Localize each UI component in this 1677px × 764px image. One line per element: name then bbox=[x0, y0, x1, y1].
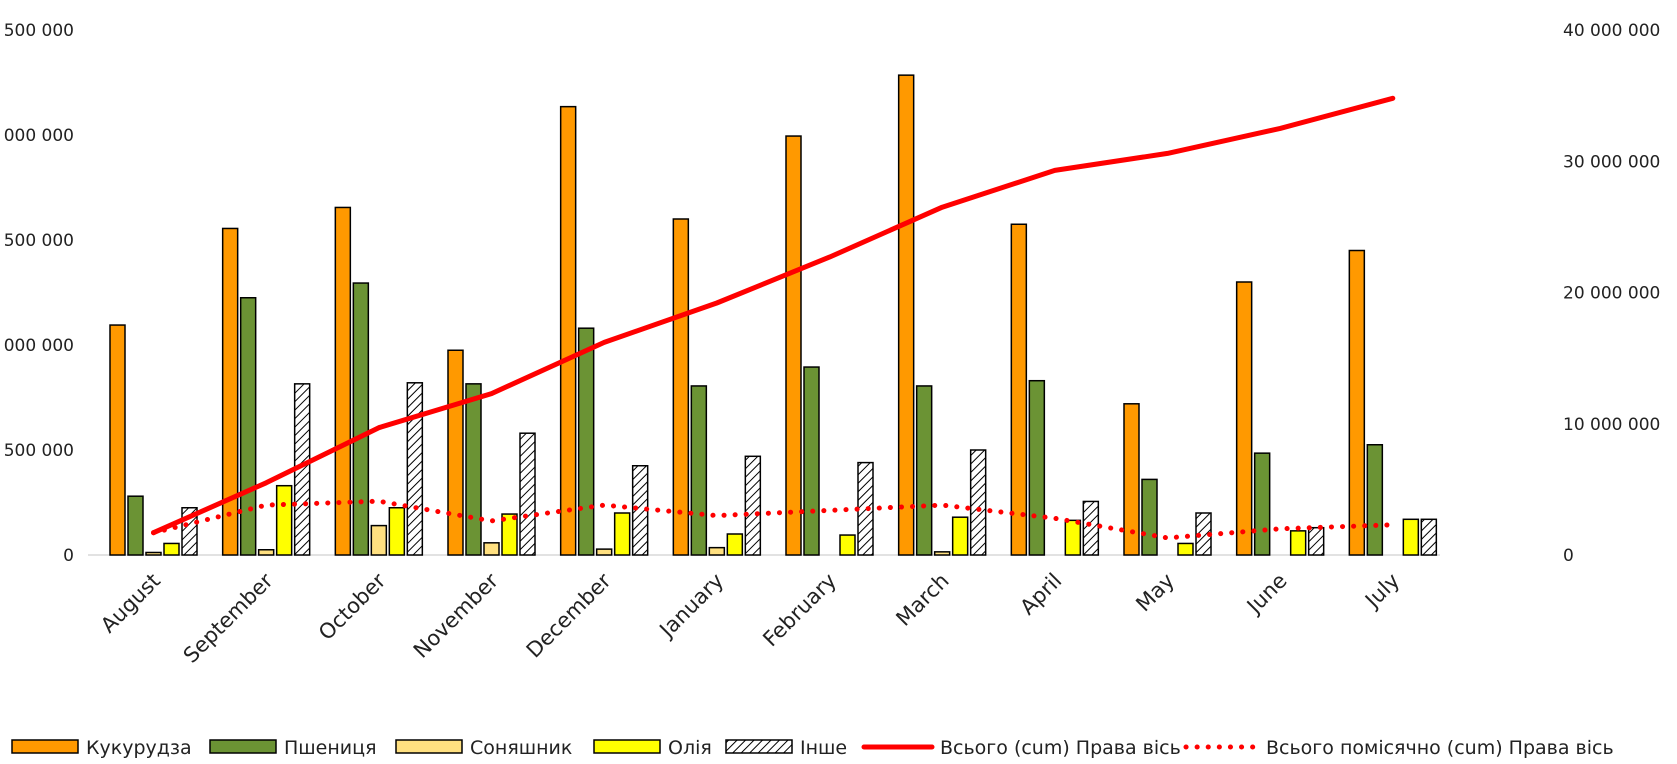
bar-Кукурудза bbox=[897, 74, 915, 556]
bar-Інше bbox=[744, 455, 762, 556]
legend-label: Соняшник bbox=[470, 737, 572, 759]
bar-Кукурудза bbox=[109, 324, 126, 556]
right-tick-label: 10 000 000 bbox=[1563, 415, 1660, 435]
legend-label: Олія bbox=[668, 737, 712, 759]
bar-Пшениця bbox=[1253, 452, 1271, 556]
bar-Інше bbox=[1420, 518, 1438, 556]
bar-Інше bbox=[406, 382, 424, 556]
left-tick-label: 500 000 bbox=[4, 21, 74, 41]
bar-Кукурудза bbox=[559, 105, 577, 556]
bar-Кукурудза bbox=[221, 227, 239, 556]
bar-Інше bbox=[1307, 526, 1325, 556]
bar-Інше bbox=[519, 432, 536, 556]
bar-Кукурудза bbox=[1235, 281, 1253, 556]
bar-Кукурудза bbox=[447, 349, 464, 556]
right-tick-label: 0 bbox=[1563, 546, 1574, 566]
x-tick-label: June bbox=[1241, 569, 1292, 620]
bar-Кукурудза bbox=[1348, 249, 1366, 556]
x-tick-label: September bbox=[179, 568, 278, 667]
bar-Пшениця bbox=[577, 327, 595, 556]
legend-swatch bbox=[395, 739, 463, 754]
bar-Соняшник bbox=[145, 551, 162, 556]
x-tick-label: August bbox=[96, 569, 165, 638]
bar-Пшениця bbox=[127, 495, 144, 556]
bar-Пшениця bbox=[1141, 478, 1158, 556]
bar-Інше bbox=[1082, 500, 1100, 556]
bar-Олія bbox=[1177, 542, 1194, 556]
right-tick-label: 30 000 000 bbox=[1563, 152, 1660, 172]
legend: Кукурудза Пшениця Соняшник Олія Інше Всього (… bbox=[11, 737, 1614, 759]
x-tick-label: April bbox=[1015, 569, 1066, 620]
bar-Олія bbox=[726, 533, 744, 556]
bar-Олія bbox=[839, 534, 856, 556]
bar-Олія bbox=[275, 484, 293, 556]
bar-Олія bbox=[163, 542, 180, 556]
bar-Інше bbox=[969, 449, 987, 556]
left-tick-label: 000 000 bbox=[4, 336, 74, 356]
left-tick-label: 000 000 bbox=[4, 126, 74, 146]
bar-Соняшник bbox=[595, 548, 613, 556]
bar-Соняшник bbox=[370, 524, 388, 556]
bar-Кукурудза bbox=[785, 135, 802, 556]
left-tick-label: 500 000 bbox=[4, 231, 74, 251]
bar-Пшениця bbox=[690, 385, 708, 556]
bar-Пшениця bbox=[915, 385, 933, 556]
x-tick-label: November bbox=[409, 568, 503, 662]
bar-Пшениця bbox=[803, 366, 820, 556]
x-tick-label: July bbox=[1359, 569, 1404, 614]
x-tick-label: January bbox=[654, 569, 729, 644]
bar-Олія bbox=[501, 513, 518, 556]
legend-label: Всього помісячно (cum) Права вісь bbox=[1266, 737, 1614, 759]
bar-Олія bbox=[613, 512, 631, 556]
x-tick-label: December bbox=[522, 568, 616, 662]
bar-Пшениця bbox=[352, 282, 370, 556]
line-series-total bbox=[151, 95, 1396, 536]
x-tick-label: October bbox=[314, 568, 391, 645]
legend-label: Всього (cum) Права вісь bbox=[940, 737, 1181, 759]
bar-Олія bbox=[388, 507, 406, 556]
legend-label: Пшениця bbox=[284, 737, 377, 759]
bar-Соняшник bbox=[708, 546, 726, 556]
x-axis: August September October November December Ja… bbox=[96, 568, 1404, 667]
bar-Пшениця bbox=[1028, 379, 1046, 556]
legend-swatch bbox=[209, 739, 277, 754]
bar-Олія bbox=[1402, 518, 1420, 556]
legend-label: Інше bbox=[800, 737, 847, 759]
bar-Олія bbox=[1289, 530, 1307, 556]
bar-Кукурудза bbox=[1010, 223, 1028, 556]
left-tick-label: 500 000 bbox=[4, 441, 74, 461]
x-tick-label: March bbox=[891, 569, 953, 631]
bar-Кукурудза bbox=[672, 218, 690, 556]
bar-Соняшник bbox=[483, 542, 500, 556]
right-axis: 0 10 000 000 20 000 000 30 000 000 40 000 00… bbox=[1563, 21, 1660, 566]
legend-swatch bbox=[593, 739, 661, 754]
x-tick-label: May bbox=[1131, 569, 1179, 617]
left-tick-label: 0 bbox=[63, 546, 74, 566]
bar-Інше bbox=[857, 461, 874, 556]
legend-label: Кукурудза bbox=[86, 737, 192, 759]
right-tick-label: 20 000 000 bbox=[1563, 284, 1660, 304]
line-series-monthly bbox=[151, 498, 1396, 541]
bar-Олія bbox=[951, 516, 969, 556]
bars bbox=[109, 74, 1438, 556]
bar-Кукурудза bbox=[334, 206, 352, 556]
bar-Пшениця bbox=[239, 297, 257, 556]
legend-swatch bbox=[11, 739, 79, 754]
left-axis: 0 500 000 000 000 500 000 000 000 500 000 bbox=[4, 21, 74, 566]
x-tick-label: February bbox=[758, 569, 841, 652]
bar-Соняшник bbox=[933, 551, 951, 556]
bar-Пшениця bbox=[1366, 444, 1384, 556]
bar-Соняшник bbox=[257, 549, 275, 556]
bar-Кукурудза bbox=[1123, 403, 1140, 556]
bar-Пшениця bbox=[465, 383, 482, 556]
legend-swatch bbox=[725, 739, 793, 754]
bar-Олія bbox=[1064, 519, 1082, 556]
lines bbox=[151, 95, 1396, 541]
right-tick-label: 40 000 000 bbox=[1563, 21, 1660, 41]
